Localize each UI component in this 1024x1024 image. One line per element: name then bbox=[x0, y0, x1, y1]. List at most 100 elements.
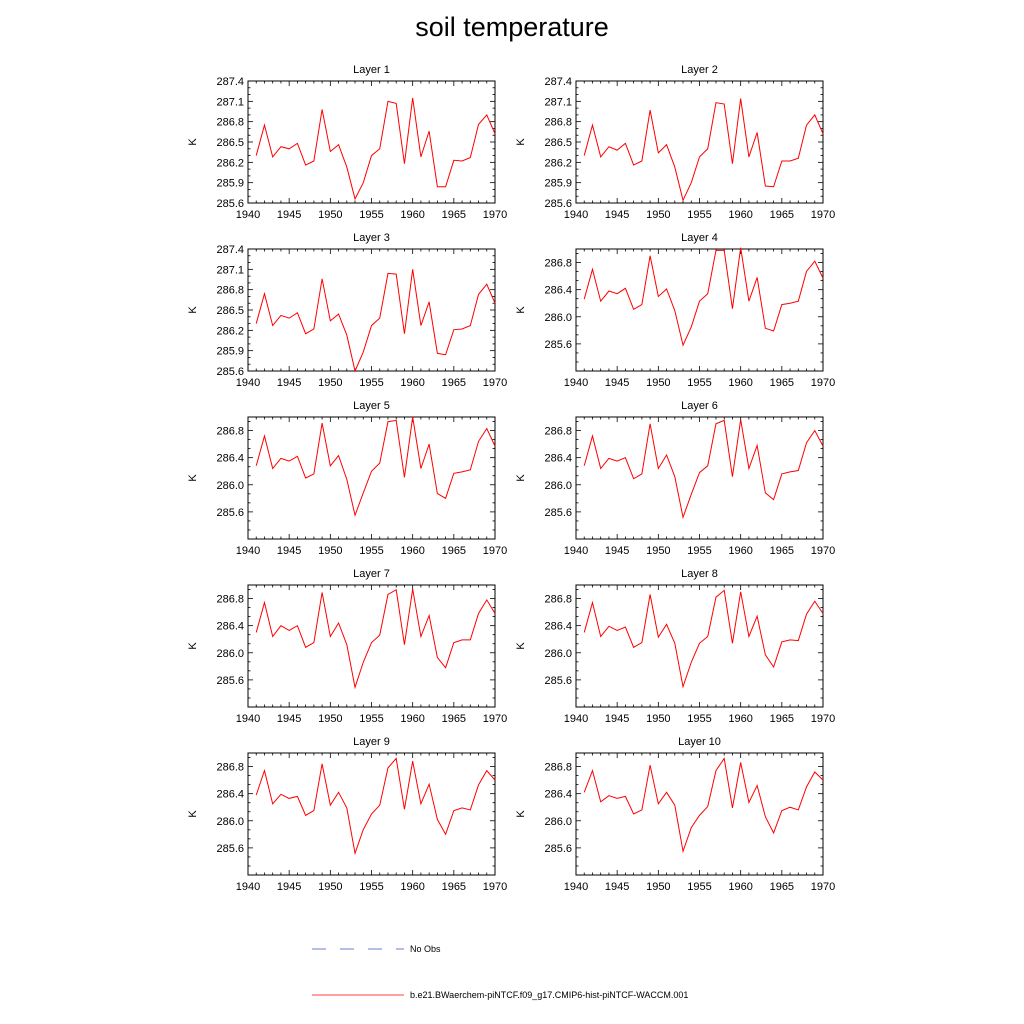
panel-title: Layer 4 bbox=[681, 232, 718, 244]
x-tick-label: 1960 bbox=[400, 713, 424, 725]
y-tick-label: 287.4 bbox=[544, 76, 572, 88]
panel-svg: Layer 6 1940 1945 1950 1955 1960 1965 1970 285.6… bbox=[515, 400, 835, 557]
y-tick-label: 286.8 bbox=[544, 762, 572, 774]
y-tick-label: 286.8 bbox=[216, 762, 244, 774]
y-tick-label: 286.8 bbox=[216, 594, 244, 606]
x-tick-label: 1940 bbox=[236, 209, 260, 221]
panel-svg: Layer 8 1940 1945 1950 1955 1960 1965 1970 285.6… bbox=[515, 568, 835, 725]
y-tick-label: 286.8 bbox=[544, 117, 572, 129]
panel-layer-7: Layer 7 1940 1945 1950 1955 1960 1965 1970 285.6… bbox=[187, 563, 507, 735]
x-tick-label: 1955 bbox=[359, 881, 383, 893]
x-tick-label: 1970 bbox=[483, 881, 507, 893]
plot-frame bbox=[247, 248, 496, 372]
y-axis-label: K bbox=[187, 810, 199, 818]
y-tick-label: 286.0 bbox=[216, 648, 244, 660]
x-tick-label: 1965 bbox=[770, 209, 794, 221]
page-title: soil temperature bbox=[415, 12, 609, 42]
x-tick-label: 1940 bbox=[236, 881, 260, 893]
x-tick-label: 1945 bbox=[277, 545, 301, 557]
panel-layer-6: Layer 6 1940 1945 1950 1955 1960 1965 1970 285.6… bbox=[515, 395, 835, 567]
x-tick-label: 1970 bbox=[811, 545, 835, 557]
x-tick-label: 1960 bbox=[400, 209, 424, 221]
plot-frame bbox=[247, 80, 496, 204]
x-tick-label: 1970 bbox=[483, 209, 507, 221]
x-tick-label: 1965 bbox=[770, 881, 794, 893]
x-tick-label: 1955 bbox=[687, 713, 711, 725]
x-tick-label: 1940 bbox=[236, 377, 260, 389]
series-line bbox=[583, 98, 824, 202]
panel-layer-4: Layer 4 1940 1945 1950 1955 1960 1965 1970 285.6… bbox=[515, 227, 835, 399]
x-tick-label: 1960 bbox=[400, 377, 424, 389]
panel-title: Layer 1 bbox=[353, 64, 390, 76]
y-tick-label: 286.8 bbox=[216, 426, 244, 438]
x-tick-label: 1950 bbox=[318, 377, 342, 389]
plot-frame bbox=[575, 80, 824, 204]
series-line bbox=[583, 589, 824, 689]
x-tick-label: 1965 bbox=[442, 545, 466, 557]
plot-frame bbox=[575, 416, 824, 540]
y-axis-label: K bbox=[515, 474, 527, 482]
y-tick-label: 286.2 bbox=[544, 157, 572, 169]
x-tick-label: 1955 bbox=[359, 545, 383, 557]
legend-no-obs-label: No Obs bbox=[410, 944, 441, 954]
series-line bbox=[255, 757, 496, 856]
x-tick-label: 1950 bbox=[646, 209, 670, 221]
x-tick-label: 1965 bbox=[442, 881, 466, 893]
y-tick-label: 287.4 bbox=[216, 76, 244, 88]
x-tick-label: 1950 bbox=[646, 881, 670, 893]
y-axis-label: K bbox=[187, 474, 199, 482]
y-tick-label: 285.6 bbox=[216, 198, 244, 210]
y-tick-label: 285.9 bbox=[216, 178, 244, 190]
x-tick-label: 1945 bbox=[605, 713, 629, 725]
y-tick-label: 285.6 bbox=[544, 198, 572, 210]
x-tick-label: 1940 bbox=[564, 377, 588, 389]
y-tick-label: 285.6 bbox=[544, 507, 572, 519]
panel-layer-1: Layer 1 1940 1945 1950 1955 1960 1965 1970 285.6… bbox=[187, 59, 507, 231]
panel-svg: Layer 1 1940 1945 1950 1955 1960 1965 1970 285.6… bbox=[187, 64, 507, 221]
y-tick-label: 286.2 bbox=[216, 325, 244, 337]
x-tick-label: 1940 bbox=[564, 713, 588, 725]
y-tick-label: 285.6 bbox=[216, 366, 244, 378]
panel-layer-9: Layer 9 1940 1945 1950 1955 1960 1965 1970 285.6… bbox=[187, 731, 507, 903]
panel-svg: Layer 7 1940 1945 1950 1955 1960 1965 1970 285.6… bbox=[187, 568, 507, 725]
y-tick-label: 287.1 bbox=[216, 264, 244, 276]
y-tick-label: 285.6 bbox=[544, 339, 572, 351]
x-tick-label: 1970 bbox=[811, 713, 835, 725]
x-tick-label: 1965 bbox=[442, 377, 466, 389]
y-axis-label: K bbox=[515, 306, 527, 314]
panel-layer-8: Layer 8 1940 1945 1950 1955 1960 1965 1970 285.6… bbox=[515, 563, 835, 735]
y-tick-label: 285.6 bbox=[216, 507, 244, 519]
y-tick-label: 286.4 bbox=[544, 453, 572, 465]
y-tick-label: 286.5 bbox=[216, 137, 244, 149]
series-line bbox=[583, 419, 824, 520]
x-tick-label: 1960 bbox=[728, 545, 752, 557]
y-tick-label: 286.4 bbox=[216, 789, 244, 801]
x-tick-label: 1970 bbox=[483, 545, 507, 557]
y-tick-label: 286.2 bbox=[216, 157, 244, 169]
y-tick-label: 286.8 bbox=[544, 594, 572, 606]
panel-title: Layer 3 bbox=[353, 232, 390, 244]
y-tick-label: 285.9 bbox=[216, 346, 244, 358]
panel-svg: Layer 3 1940 1945 1950 1955 1960 1965 1970 285.6… bbox=[187, 232, 507, 389]
x-tick-label: 1960 bbox=[400, 545, 424, 557]
plot-frame bbox=[575, 584, 824, 708]
x-tick-label: 1945 bbox=[277, 209, 301, 221]
plot-frame bbox=[247, 584, 496, 708]
x-tick-label: 1940 bbox=[564, 545, 588, 557]
x-tick-label: 1950 bbox=[318, 713, 342, 725]
plot-frame bbox=[575, 752, 824, 876]
x-tick-label: 1940 bbox=[236, 713, 260, 725]
y-tick-label: 287.4 bbox=[216, 244, 244, 256]
panel-svg: Layer 2 1940 1945 1950 1955 1960 1965 1970 285.6… bbox=[515, 64, 835, 221]
panel-title: Layer 10 bbox=[678, 736, 721, 748]
x-tick-label: 1950 bbox=[646, 377, 670, 389]
y-tick-label: 287.1 bbox=[216, 96, 244, 108]
y-tick-label: 286.0 bbox=[216, 816, 244, 828]
y-tick-label: 287.1 bbox=[544, 96, 572, 108]
x-tick-label: 1945 bbox=[605, 545, 629, 557]
x-tick-label: 1970 bbox=[483, 377, 507, 389]
x-tick-label: 1940 bbox=[564, 881, 588, 893]
x-tick-label: 1965 bbox=[442, 713, 466, 725]
panel-title: Layer 6 bbox=[681, 400, 718, 412]
x-tick-label: 1945 bbox=[605, 881, 629, 893]
